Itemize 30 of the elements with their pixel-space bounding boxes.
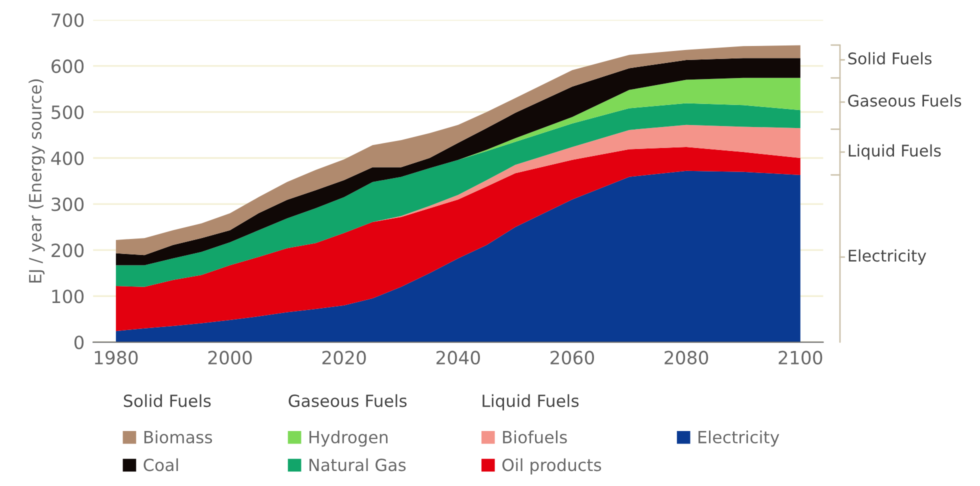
- legend-label: Biofuels: [503, 430, 567, 444]
- y-tick-label: 400: [51, 151, 84, 166]
- text: Electricity: [848, 249, 926, 265]
- y-tick-label: 700: [52, 13, 84, 28]
- y-tick-label: 100: [52, 290, 84, 304]
- legend-label: Electricity: [698, 430, 780, 447]
- text: Solid Fuels: [124, 394, 211, 408]
- y-axis-title: EJ / year (Energy source): [28, 79, 45, 282]
- legend-label: Oil products: [502, 458, 602, 474]
- text: Gaseous Fuels: [848, 94, 962, 107]
- y-tick-label: 0: [74, 336, 84, 350]
- x-tick-label: 2060: [550, 350, 594, 364]
- x-tick-label: 2040: [436, 350, 480, 364]
- x-tick-label: 2020: [322, 350, 366, 364]
- x-tick-label: 2080: [664, 350, 708, 364]
- x-tick-label: 1980: [94, 350, 138, 364]
- text: Liquid Fuels: [848, 144, 941, 160]
- legend-label: Natural Gas: [310, 458, 406, 472]
- text: Solid Fuels: [848, 52, 932, 65]
- x-tick-label: 2100: [778, 350, 822, 364]
- legend-label: Coal: [144, 458, 178, 472]
- text: Liquid Fuels: [482, 394, 579, 410]
- y-tick-label: 500: [52, 105, 84, 120]
- legend-label: Biomass: [144, 430, 212, 444]
- x-tick-label: 2000: [208, 350, 252, 364]
- y-tick-label: 300: [52, 198, 84, 212]
- y-tick-label: 200: [52, 244, 84, 258]
- legend-label: Hydrogen: [310, 430, 388, 447]
- text: Gaseous Fuels: [288, 394, 407, 408]
- y-tick-label: 600: [52, 59, 84, 74]
